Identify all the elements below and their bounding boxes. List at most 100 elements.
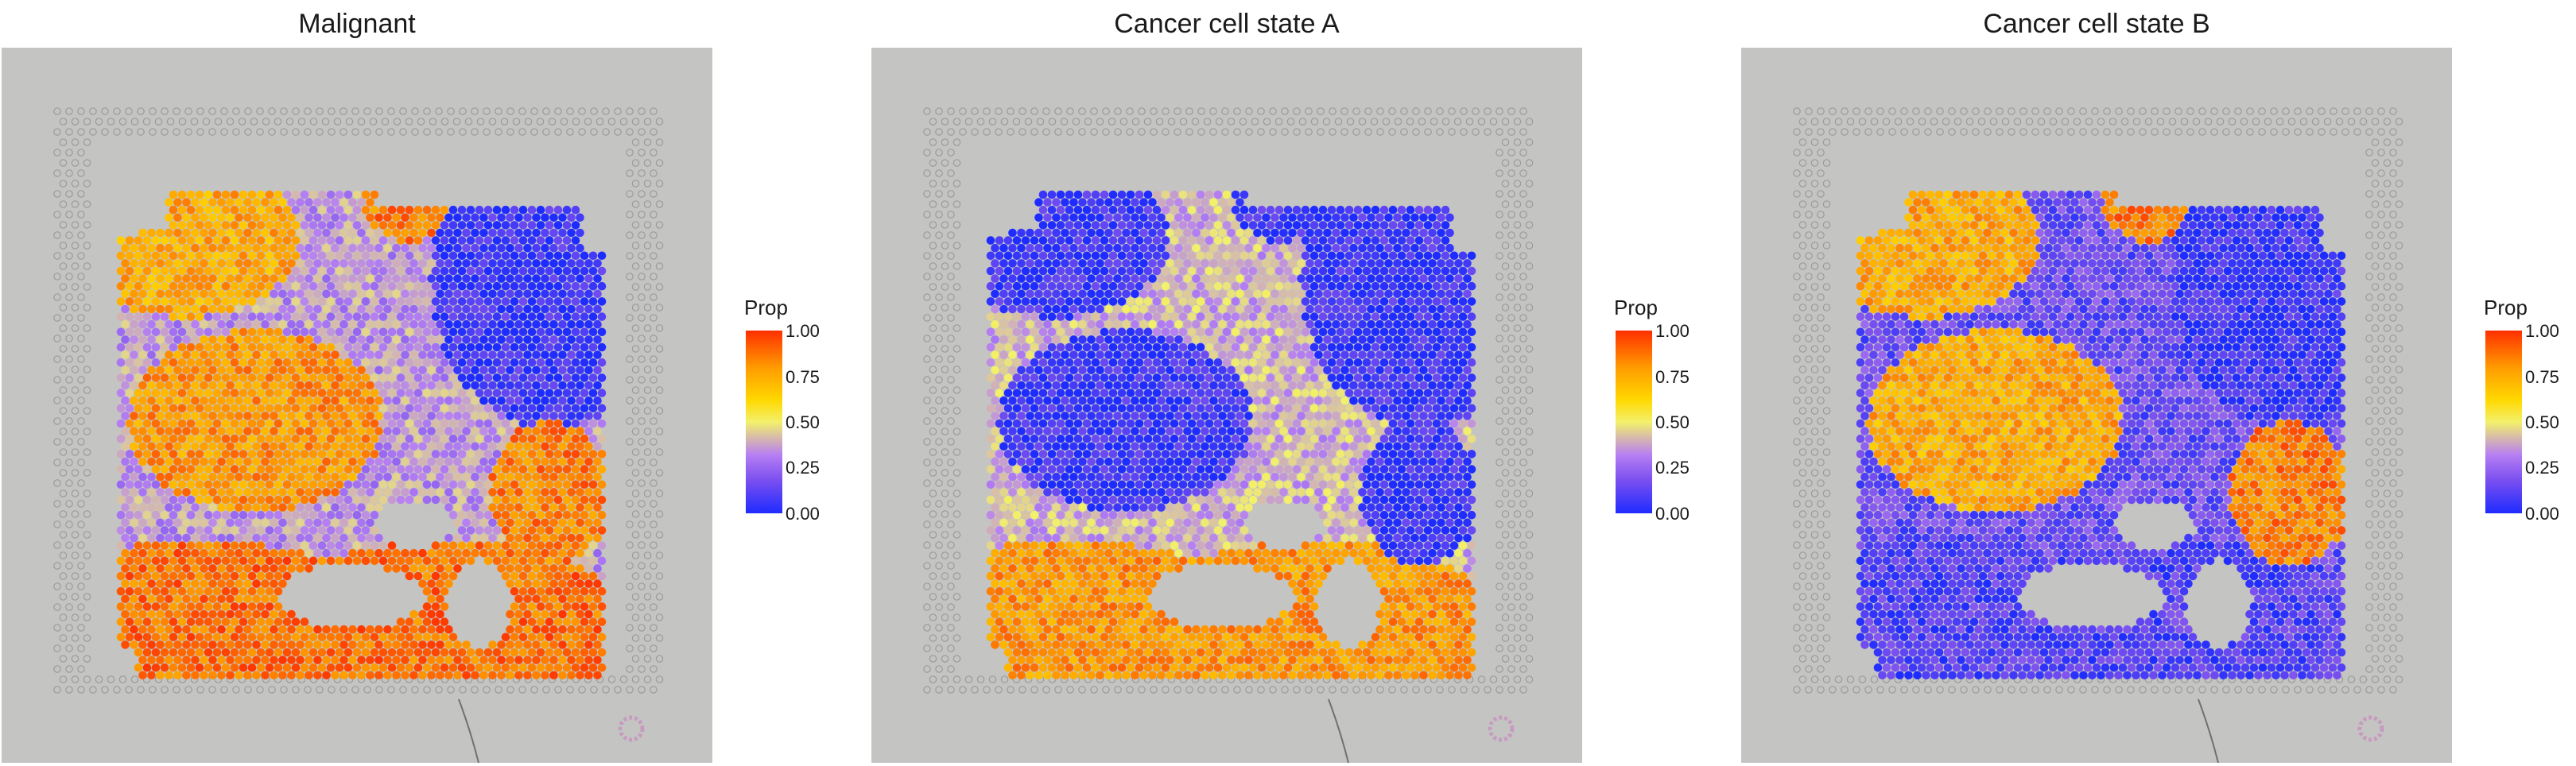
spot xyxy=(506,213,514,222)
spot xyxy=(239,541,248,550)
empty-spot xyxy=(208,107,216,115)
spot xyxy=(514,412,523,420)
spot xyxy=(588,266,598,276)
spot xyxy=(142,404,152,413)
spot xyxy=(235,488,243,497)
empty-spot xyxy=(1501,366,1510,373)
spot xyxy=(282,419,292,428)
empty-spot xyxy=(59,489,68,497)
spot xyxy=(221,342,231,352)
spot xyxy=(471,457,479,466)
spot xyxy=(1318,205,1328,215)
spot xyxy=(208,640,217,649)
spot xyxy=(536,236,545,245)
spot xyxy=(239,358,248,367)
spot xyxy=(588,526,598,535)
spot xyxy=(296,640,305,649)
spot xyxy=(1358,243,1367,253)
empty-spot xyxy=(947,397,955,404)
spot xyxy=(287,274,296,283)
spot xyxy=(584,319,593,329)
spot xyxy=(208,533,217,543)
spot xyxy=(252,350,261,359)
spot xyxy=(1034,198,1043,207)
spot xyxy=(571,221,580,230)
spot xyxy=(453,488,462,497)
empty-spot xyxy=(643,489,652,497)
spot xyxy=(177,404,187,413)
spot xyxy=(545,541,554,550)
empty-spot xyxy=(971,128,979,136)
spot xyxy=(165,350,173,359)
spot xyxy=(1353,221,1363,230)
empty-spot xyxy=(1102,107,1110,115)
empty-spot xyxy=(1281,128,1289,136)
spot xyxy=(195,465,204,474)
spot xyxy=(142,373,152,382)
empty-spot xyxy=(1364,686,1372,694)
empty-spot xyxy=(643,159,652,167)
spot xyxy=(261,548,270,558)
spot xyxy=(1148,228,1157,238)
spot xyxy=(571,617,580,626)
spot xyxy=(576,609,584,619)
spot xyxy=(444,381,453,390)
spot xyxy=(396,404,405,413)
spot xyxy=(1047,236,1057,245)
spot xyxy=(1205,251,1214,261)
empty-spot xyxy=(947,211,955,219)
spot xyxy=(147,442,156,451)
spot xyxy=(1069,243,1078,253)
spot xyxy=(326,434,336,443)
spot xyxy=(182,640,191,649)
spot xyxy=(291,251,301,261)
spot xyxy=(116,389,126,397)
spot xyxy=(230,327,239,337)
empty-spot xyxy=(626,231,634,239)
spot xyxy=(514,213,523,222)
spot xyxy=(212,205,222,215)
spot xyxy=(278,213,287,222)
empty-spot xyxy=(59,634,68,642)
spot xyxy=(217,289,226,299)
empty-spot xyxy=(83,366,91,373)
spot xyxy=(243,625,252,634)
empty-spot xyxy=(65,541,73,549)
spot xyxy=(1297,259,1305,268)
spot xyxy=(230,251,239,261)
empty-spot xyxy=(1519,665,1527,673)
spot xyxy=(431,205,440,215)
spot xyxy=(274,526,283,535)
spot xyxy=(440,281,449,291)
spot xyxy=(335,373,344,382)
spot xyxy=(370,541,379,550)
spot xyxy=(383,427,392,435)
spot xyxy=(1122,274,1131,283)
spot xyxy=(545,633,554,642)
empty-spot xyxy=(387,107,395,115)
spot xyxy=(352,648,362,657)
spot xyxy=(165,213,173,222)
spot xyxy=(147,427,156,435)
empty-spot xyxy=(631,448,640,456)
spot xyxy=(235,609,243,619)
spot xyxy=(1336,251,1345,261)
spot xyxy=(296,412,305,420)
spot xyxy=(142,236,152,245)
spot xyxy=(270,671,278,680)
spot xyxy=(177,327,187,337)
spot xyxy=(1038,236,1048,245)
spot xyxy=(1192,274,1201,283)
spot xyxy=(457,358,467,367)
spot xyxy=(125,389,134,397)
empty-spot xyxy=(1496,438,1503,446)
spot xyxy=(252,213,261,222)
spot xyxy=(562,221,572,230)
spot xyxy=(401,243,409,253)
spot xyxy=(483,221,493,230)
spot xyxy=(200,625,208,634)
empty-spot xyxy=(59,304,68,311)
empty-spot xyxy=(77,479,85,487)
spot xyxy=(278,625,287,634)
spot xyxy=(243,442,252,451)
